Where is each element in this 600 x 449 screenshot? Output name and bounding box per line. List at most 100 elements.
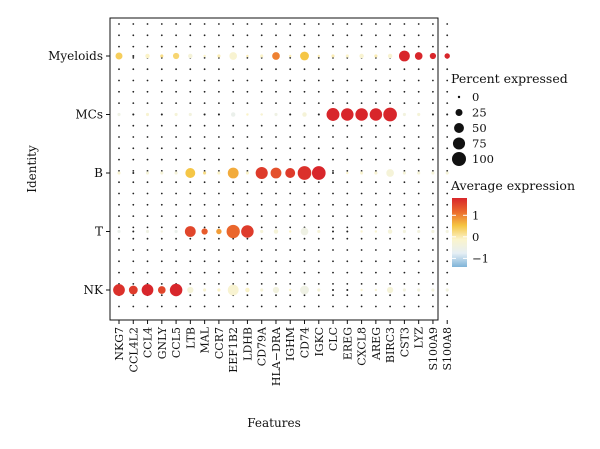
grid-dot	[417, 158, 420, 161]
grid-dot	[189, 181, 192, 184]
grid-dot	[232, 158, 235, 161]
size-legend-label: 50	[472, 121, 487, 135]
grid-dot	[232, 136, 235, 138]
grid-dot	[332, 215, 334, 218]
x-tick-label: GNLY	[156, 326, 169, 359]
dot-mcs-lyz	[417, 112, 421, 117]
grid-dot	[446, 192, 449, 195]
grid-dot	[275, 215, 277, 218]
grid-dot	[346, 215, 349, 218]
dot-myeloids-ccl5	[172, 52, 180, 60]
grid-dot	[232, 124, 235, 127]
grid-dot	[446, 124, 449, 127]
grid-dot	[346, 271, 349, 274]
dot-t-s100a8	[445, 229, 449, 234]
grid-dot	[332, 90, 334, 93]
grid-dot	[275, 90, 277, 93]
grid-dot	[246, 294, 249, 297]
color-legend-ticks: 1 0 −1	[452, 208, 489, 265]
dot-t-areg	[374, 230, 378, 233]
dot-b-ccr7	[217, 171, 221, 175]
x-tick-label: CD79A	[256, 326, 269, 366]
dot-mcs-nkg7	[117, 112, 121, 117]
dot-mcs-eef1b2	[230, 112, 236, 117]
grid-dot	[218, 68, 220, 71]
grid-dot	[189, 34, 192, 37]
grid-dot	[375, 170, 377, 172]
grid-dot	[303, 181, 306, 184]
grid-dot	[303, 79, 306, 82]
grid-dot	[189, 90, 192, 93]
grid-dot	[203, 271, 206, 274]
grid-dot	[317, 226, 320, 229]
y-tick-label: Myeloids	[48, 49, 103, 63]
grid-dot	[303, 136, 306, 138]
dot-b-ltb	[185, 168, 196, 178]
dot-b-cd79a	[255, 166, 268, 180]
grid-dot	[317, 124, 320, 127]
grid-dot	[389, 305, 391, 308]
grid-dot	[175, 45, 178, 48]
grid-dot	[289, 158, 292, 161]
dot-nk-igkc	[317, 288, 321, 292]
grid-dot	[360, 45, 363, 48]
grid-dot	[246, 124, 249, 127]
grid-dot	[160, 237, 163, 240]
grid-dot	[432, 215, 434, 218]
grid-dot	[289, 294, 292, 297]
grid-dot	[303, 305, 306, 308]
grid-dot	[218, 294, 220, 297]
grid-dot	[317, 147, 320, 150]
grid-dot	[246, 181, 249, 184]
grid-dot	[432, 34, 434, 37]
grid-dot	[346, 23, 349, 25]
grid-dot	[446, 226, 449, 229]
grid-dot	[132, 158, 135, 161]
grid-dot	[289, 271, 292, 274]
grid-dot	[332, 226, 334, 229]
y-axis-label: Identity	[25, 145, 39, 193]
dot-mcs-cd74	[302, 112, 307, 117]
grid-dot	[403, 68, 406, 71]
dot-myeloids-cst3	[398, 50, 410, 62]
grid-dot	[203, 124, 206, 127]
grid-dot	[403, 124, 406, 127]
grid-dot	[403, 271, 406, 274]
grid-dot	[317, 34, 320, 37]
grid-dot	[132, 294, 135, 297]
grid-dot	[389, 181, 391, 184]
dot-t-igkc	[317, 229, 321, 234]
grid-dot	[375, 181, 377, 184]
grid-dot	[417, 124, 420, 127]
grid-dot	[160, 90, 163, 93]
grid-dot	[203, 79, 206, 82]
grid-dot	[232, 283, 235, 285]
grid-dot	[232, 45, 235, 48]
dot-myeloids-cxcl8	[359, 53, 364, 59]
grid-dot	[203, 34, 206, 37]
grid-dot	[246, 192, 249, 195]
grid-dot	[160, 226, 163, 229]
grid-dot	[432, 124, 434, 127]
grid-dot	[246, 79, 249, 82]
x-tick-label: HLA−DRA	[270, 326, 283, 386]
grid-dot	[203, 57, 206, 59]
grid-dot	[432, 23, 434, 25]
dot-myeloids-cd74	[300, 51, 309, 61]
grid-dot	[175, 170, 178, 172]
grid-dot	[403, 215, 406, 218]
dot-b-cst3	[402, 171, 406, 175]
x-tick-label: CLC	[327, 327, 340, 351]
grid-dot	[218, 90, 220, 93]
x-tick-label: AREG	[370, 327, 383, 361]
grid-dot	[417, 23, 420, 25]
grid-dot	[317, 283, 320, 285]
grid-dot	[289, 215, 292, 218]
grid-dot	[360, 136, 363, 138]
grid-dot	[118, 305, 120, 308]
grid-dot	[232, 237, 235, 240]
grid-dot	[332, 271, 334, 274]
grid-dot	[317, 294, 320, 297]
grid-dot	[417, 136, 420, 138]
